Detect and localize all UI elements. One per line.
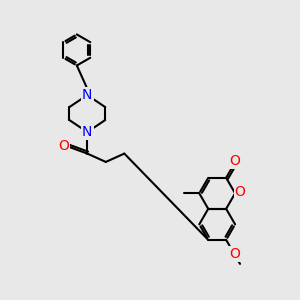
Text: N: N xyxy=(82,125,92,139)
Text: N: N xyxy=(82,88,92,102)
Text: O: O xyxy=(235,185,246,199)
Text: N: N xyxy=(82,125,92,139)
Text: N: N xyxy=(82,88,92,102)
Text: O: O xyxy=(58,139,69,153)
Text: O: O xyxy=(230,247,240,261)
Text: O: O xyxy=(230,154,240,168)
